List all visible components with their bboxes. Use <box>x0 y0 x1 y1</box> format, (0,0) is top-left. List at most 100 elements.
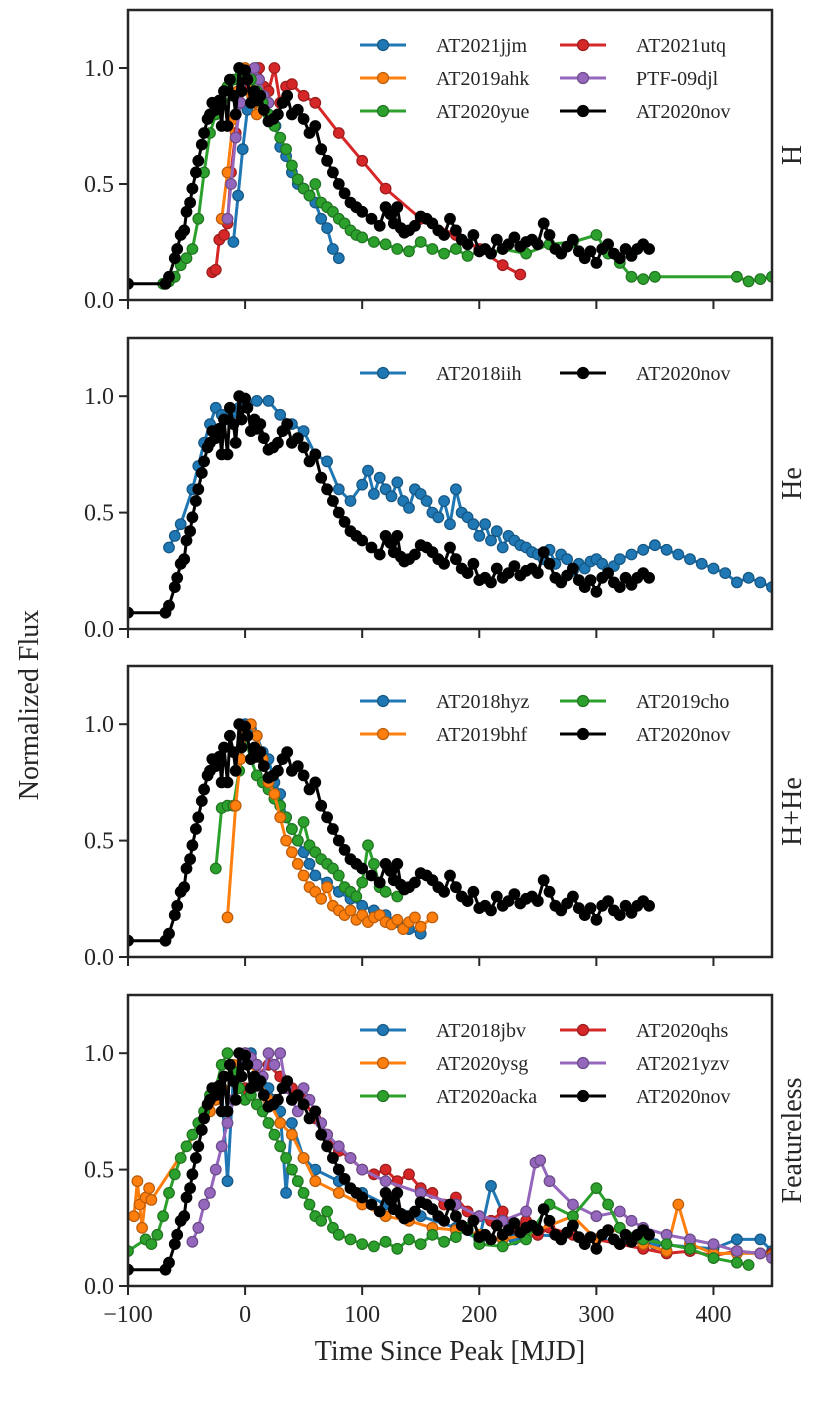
data-point <box>291 760 304 772</box>
y-tick-label: 0.5 <box>84 172 114 198</box>
data-point <box>268 62 281 74</box>
data-point <box>584 245 597 258</box>
data-point <box>438 247 451 260</box>
legend-marker <box>576 38 590 52</box>
data-point <box>168 1168 181 1181</box>
data-point <box>280 1186 293 1199</box>
legend-label: AT2021utq <box>636 35 726 57</box>
data-point <box>672 548 685 561</box>
data-point <box>444 518 456 531</box>
data-point <box>274 408 287 421</box>
data-point <box>327 823 339 835</box>
data-point <box>327 495 339 507</box>
data-point <box>221 1047 234 1060</box>
data-point <box>309 1105 322 1118</box>
data-point <box>362 464 374 477</box>
data-point <box>195 795 208 807</box>
legend-marker <box>376 104 390 118</box>
data-point <box>444 1198 456 1211</box>
data-point <box>637 273 650 286</box>
y-tick-label: 0.5 <box>84 501 114 527</box>
legend-label: AT2020ysg <box>436 1053 528 1075</box>
data-point <box>438 1235 451 1248</box>
legend-item: AT2020ysg <box>360 1053 528 1075</box>
data-point <box>537 546 550 559</box>
panel-label: He <box>777 467 808 500</box>
data-point <box>262 395 275 407</box>
data-point <box>584 902 597 914</box>
data-point <box>151 1228 164 1241</box>
data-point <box>403 245 415 258</box>
data-point <box>490 890 503 903</box>
data-point <box>163 270 175 283</box>
data-point <box>272 436 284 449</box>
panel-featureless: 0.0 0.5 1.0 −100 0 100 200 300 400 Featureless AT2… <box>84 993 808 1328</box>
data-point <box>254 418 267 431</box>
data-point <box>286 159 298 172</box>
data-point <box>213 1079 226 1092</box>
data-point <box>315 799 328 812</box>
data-point <box>391 476 404 489</box>
series-line-AT2020nov <box>128 394 651 615</box>
data-point <box>590 913 603 926</box>
data-point <box>272 1093 284 1106</box>
data-point <box>534 1154 547 1167</box>
data-point <box>602 895 614 907</box>
data-point <box>450 1231 462 1243</box>
data-point <box>291 834 304 847</box>
legend-item: AT2019cho <box>560 691 729 713</box>
data-point <box>184 196 197 209</box>
legend: AT2018jbv AT2020qhs AT2020ysg AT2021yzv AT20… <box>360 1020 730 1108</box>
data-point <box>537 874 550 887</box>
data-point <box>297 89 310 102</box>
data-point <box>438 885 451 898</box>
data-point <box>356 534 369 547</box>
data-point <box>281 1075 294 1087</box>
data-point <box>684 553 696 566</box>
data-point <box>268 788 281 800</box>
data-point <box>490 525 503 538</box>
data-point <box>272 108 284 121</box>
data-point <box>227 236 240 248</box>
data-point <box>229 799 242 812</box>
legend-label: AT2019bhf <box>436 724 527 746</box>
data-point <box>350 890 363 903</box>
legend-item: AT2020yue <box>360 101 529 123</box>
data-point <box>186 1168 199 1181</box>
data-point <box>365 212 378 225</box>
data-point <box>332 178 345 190</box>
data-point <box>297 869 310 882</box>
legend-item: AT2021utq <box>560 35 726 57</box>
data-point <box>221 776 234 789</box>
data-point <box>297 1186 310 1199</box>
data-point <box>590 229 603 241</box>
data-point <box>766 1252 772 1264</box>
legend-item: AT2018hyz <box>360 691 529 713</box>
legend-item: AT2021jjm <box>360 35 528 57</box>
data-point <box>291 103 304 116</box>
data-point <box>643 243 655 255</box>
data-point <box>409 876 421 889</box>
data-point <box>514 268 527 281</box>
data-point <box>490 1219 503 1232</box>
data-point <box>391 1186 404 1199</box>
legend-label: AT2019ahk <box>436 68 529 90</box>
data-point <box>198 455 211 468</box>
data-point <box>409 1205 421 1218</box>
y-tick-label: 1.0 <box>84 56 114 82</box>
data-point <box>338 516 351 528</box>
data-point <box>403 1233 415 1246</box>
data-point <box>163 1256 175 1269</box>
data-point <box>508 1217 521 1229</box>
data-point <box>368 236 380 248</box>
data-point <box>426 911 439 924</box>
data-point <box>613 252 626 265</box>
data-point <box>315 892 328 905</box>
x-tick-label: −100 <box>103 1302 153 1328</box>
data-point <box>338 844 351 856</box>
data-point <box>537 217 550 230</box>
data-point <box>321 1205 334 1218</box>
data-point <box>450 1210 462 1223</box>
y-tick-label: 0.0 <box>84 945 114 971</box>
data-point <box>178 1210 191 1223</box>
